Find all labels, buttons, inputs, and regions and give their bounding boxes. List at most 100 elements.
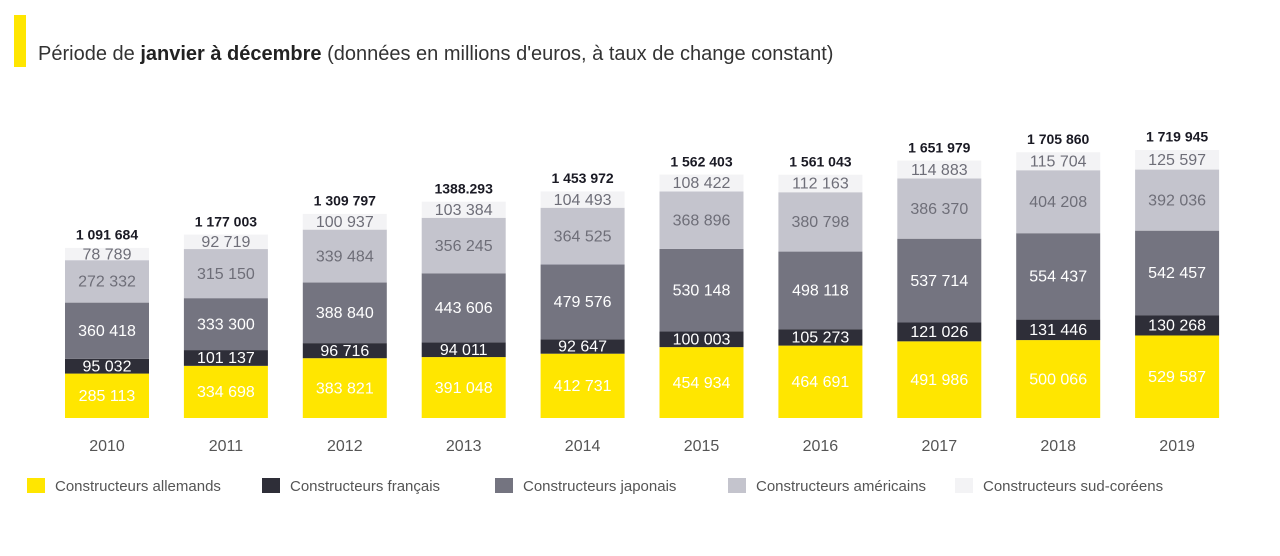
total-label: 1 561 043 [789,153,851,169]
value-label: 101 137 [197,350,255,367]
bar-segment [65,358,149,374]
value-label: 464 691 [791,374,849,391]
value-label: 529 587 [1148,369,1206,386]
value-label: 112 163 [792,176,849,193]
value-label: 315 150 [197,266,255,283]
x-tick-label: 2014 [565,438,601,455]
total-label: 1 562 403 [670,153,732,169]
value-label: 272 332 [78,274,136,291]
value-label: 392 036 [1148,192,1206,209]
bar-segment [183,350,268,366]
bar-segment [183,298,268,351]
bar-segment [540,207,625,265]
bar-segment [540,264,625,340]
bar-segment [897,341,982,418]
bar-segment [302,282,387,344]
title-lead: Période de [38,43,135,65]
value-label: 391 048 [435,380,493,397]
value-label: 100 937 [316,214,374,231]
total-label: 1388.293 [434,180,493,196]
bar-segment [421,201,506,218]
value-label: 388 840 [316,305,374,322]
value-label: 95 032 [83,358,132,375]
bar-segment [778,251,863,330]
bar-segment [659,248,744,332]
title-rest: (données en millions d'euros, à taux de … [327,43,833,65]
bar-segment [540,353,625,418]
x-tick-label: 2010 [89,438,125,455]
legend-swatch [728,478,746,493]
bar-segment [1135,315,1220,336]
bar-segment [1016,233,1101,320]
value-label: 334 698 [197,384,255,401]
value-label: 96 716 [320,343,369,360]
value-label: 479 576 [554,294,612,311]
legend-label: Constructeurs sud-coréens [983,478,1163,495]
value-label: 364 525 [554,228,612,245]
bar-segment [778,174,863,193]
value-label: 130 268 [1148,318,1206,335]
value-label: 404 208 [1029,194,1087,211]
bar-segment [421,273,506,343]
total-label: 1 453 972 [551,170,613,186]
total-label: 1 309 797 [314,193,376,209]
x-tick-label: 2019 [1159,438,1195,455]
bar-segment [1016,170,1101,234]
value-label: 121 026 [910,324,968,341]
bar-segment [897,322,982,342]
title-accent [14,15,26,67]
bar-segment [302,343,387,359]
total-label: 1 719 945 [1146,129,1208,145]
total-label: 1 177 003 [195,213,257,229]
value-label: 542 457 [1148,265,1206,282]
value-label: 115 704 [1030,153,1087,170]
bar-segment [778,345,863,418]
value-label: 386 370 [910,201,968,218]
bar-segment [659,191,744,249]
value-label: 360 418 [78,323,136,340]
x-tick-label: 2012 [327,438,363,455]
bar-segment [540,339,625,354]
bar-segment [659,174,744,192]
legend-label: Constructeurs allemands [55,478,221,495]
value-label: 498 118 [792,283,849,300]
value-label: 285 113 [79,388,136,405]
value-label: 380 798 [791,214,849,231]
value-label: 537 714 [910,273,968,290]
value-label: 500 066 [1029,371,1087,388]
value-label: 114 883 [911,162,968,179]
bar-segment [421,217,506,274]
bar-segment [65,373,149,418]
value-label: 94 011 [440,342,488,359]
bar-segment [183,249,268,299]
bar-segment [183,234,268,250]
value-label: 78 789 [83,246,132,263]
legend-label: Constructeurs français [290,478,440,495]
value-label: 108 422 [673,175,731,192]
value-label: 368 896 [673,212,731,229]
bar-segment [1016,319,1101,341]
value-label: 100 003 [673,332,731,349]
total-label: 1 651 979 [908,139,970,155]
value-label: 339 484 [316,248,374,265]
value-label: 443 606 [435,300,493,317]
chart-title: Période de janvier à décembre (données e… [38,43,833,65]
legend-swatch [27,478,45,493]
bar-segment [659,331,744,348]
bar-segment [897,238,982,323]
value-label: 125 597 [1148,152,1206,169]
bar-segment [302,358,387,418]
bar-segment [1135,150,1220,170]
value-label: 383 821 [316,380,374,397]
bar-segment [897,160,982,179]
bar-segment [1016,152,1101,171]
value-label: 105 273 [791,330,849,347]
bar-segment [421,357,506,418]
bar-segment [659,347,744,418]
value-label: 92 719 [201,234,250,251]
bar-segment [540,191,625,208]
value-label: 454 934 [673,375,731,392]
value-label: 131 446 [1029,322,1087,339]
legend-label: Constructeurs japonais [523,478,676,495]
